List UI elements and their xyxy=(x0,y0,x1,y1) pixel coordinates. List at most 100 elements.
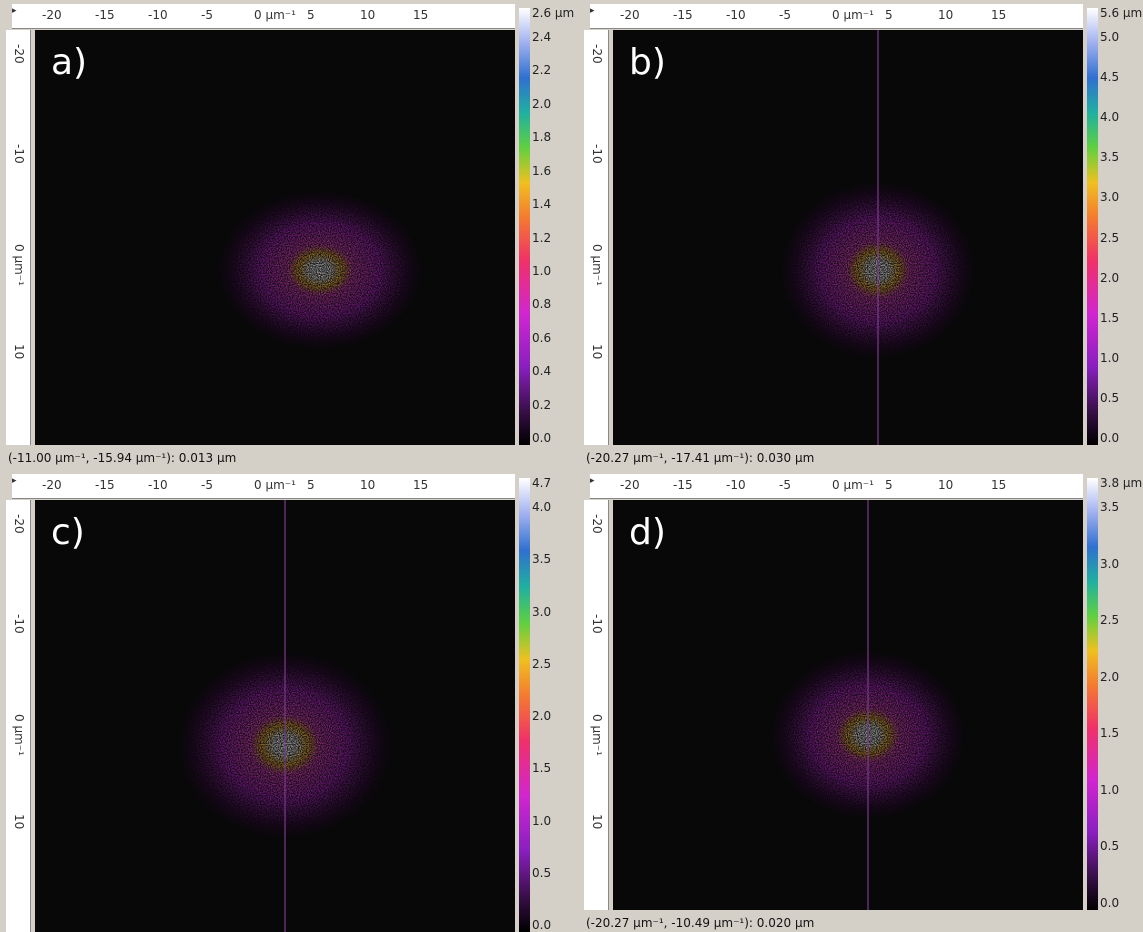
ruler-label: 0 µm⁻¹ xyxy=(12,714,26,756)
color-bar-label: 1.8 xyxy=(532,130,552,145)
color-bar xyxy=(519,8,530,445)
ruler-label: -10 xyxy=(726,8,746,22)
ruler-label: 0 µm⁻¹ xyxy=(590,714,604,756)
ruler-label: -10 xyxy=(12,144,26,164)
ruler-label: 10 xyxy=(12,344,26,360)
color-bar xyxy=(1087,478,1098,910)
ruler-top: ▸ -20 -15 -10 -5 0 µm⁻¹ 5 10 15 xyxy=(12,474,515,499)
ruler-label: -5 xyxy=(779,478,791,492)
color-bar-label: 5.0 xyxy=(1100,30,1120,44)
color-bar-label: 2.2 xyxy=(532,63,552,78)
color-bar-label: 3.5 xyxy=(1100,500,1120,514)
color-bar-label: 0.6 xyxy=(532,330,552,345)
ruler-label: 0 µm⁻¹ xyxy=(832,8,874,22)
color-bar-label: 4.0 xyxy=(532,500,552,514)
ruler-label: -10 xyxy=(590,144,604,164)
color-bar-label: 0.5 xyxy=(1100,390,1120,405)
panel: ▸ -20 -15 -10 -5 0 µm⁻¹ 5 10 15 -20 -10 0 µm⁻¹ 10 c) 4… xyxy=(0,470,575,932)
color-bar-label: 0.4 xyxy=(532,364,552,379)
fft-image xyxy=(763,500,973,910)
color-bar-label: 4.0 xyxy=(1100,110,1120,125)
ruler-label: -10 xyxy=(12,614,26,634)
ruler-label: -20 xyxy=(12,44,26,64)
panel: ▸ -20 -15 -10 -5 0 µm⁻¹ 5 10 15 -20 -10 0 µm⁻¹ 10 a) 2… xyxy=(0,0,575,467)
ruler-label: -5 xyxy=(201,478,213,492)
ruler-label: -5 xyxy=(779,8,791,22)
ruler-label: -10 xyxy=(148,8,168,22)
ruler-label: 5 xyxy=(885,8,893,22)
ruler-label: -10 xyxy=(148,478,168,492)
ruler-label: -15 xyxy=(95,478,115,492)
color-bar-label: 0.8 xyxy=(532,297,552,312)
ruler-label: 10 xyxy=(938,8,954,22)
color-bar-label: 3.5 xyxy=(532,552,552,567)
color-bar-label: 0.0 xyxy=(532,918,552,932)
color-bar-label: 3.0 xyxy=(1100,190,1120,205)
color-bar-label: 2.4 xyxy=(532,30,552,44)
color-bar-label: 1.6 xyxy=(532,163,552,178)
color-bar-label: 1.4 xyxy=(532,197,552,212)
panel-label: a) xyxy=(51,42,88,83)
ruler-top: ▸ -20 -15 -10 -5 0 µm⁻¹ 5 10 15 xyxy=(12,4,515,29)
ruler-label: 15 xyxy=(991,8,1007,22)
spectrum-blob xyxy=(210,185,430,355)
color-bar-label: 2.0 xyxy=(1100,270,1120,285)
color-bar-label: 3.0 xyxy=(532,604,552,619)
ruler-label: -10 xyxy=(726,478,746,492)
ruler-label: -20 xyxy=(590,44,604,64)
color-bar-label: 2.0 xyxy=(532,709,552,723)
ruler-label: -20 xyxy=(620,8,640,22)
image: b) xyxy=(613,30,1083,445)
status-bar: (-11.00 µm⁻¹, -15.94 µm⁻¹): 0.013 µm xyxy=(8,451,237,465)
color-bar-label: 2.5 xyxy=(1100,230,1120,245)
panel: ▸ -20 -15 -10 -5 0 µm⁻¹ 5 10 15 -20 -10 0 µm⁻¹ 10 d) 3… xyxy=(578,470,1143,932)
color-bar-label: 1.2 xyxy=(532,230,552,245)
ruler-label: 5 xyxy=(307,478,315,492)
ruler-label: 15 xyxy=(413,8,429,22)
color-bar-label: 1.5 xyxy=(532,761,552,776)
ruler-label: 5 xyxy=(885,478,893,492)
ruler-left: -20 -10 0 µm⁻¹ 10 xyxy=(6,500,31,932)
color-bar-label: 2.0 xyxy=(532,96,552,111)
ruler-label: 15 xyxy=(413,478,429,492)
color-bar-label: 0.2 xyxy=(532,397,552,412)
ruler-label: 5 xyxy=(307,8,315,22)
image: d) xyxy=(613,500,1083,910)
ruler-arrow: ▸ xyxy=(12,6,17,16)
fft-image xyxy=(170,500,400,932)
ruler-label: 10 xyxy=(938,478,954,492)
ruler-left: -20 -10 0 µm⁻¹ 10 xyxy=(6,30,31,445)
color-bar-label: 0.5 xyxy=(1100,839,1120,854)
ruler-label: -20 xyxy=(12,514,26,534)
color-bar-label: 1.0 xyxy=(1100,782,1120,797)
panel-label: d) xyxy=(629,512,666,553)
ruler-label: 10 xyxy=(12,814,26,830)
ruler-left: -20 -10 0 µm⁻¹ 10 xyxy=(584,30,609,445)
ruler-label: 0 µm⁻¹ xyxy=(590,244,604,286)
ruler-label: 10 xyxy=(360,8,376,22)
color-bar-label: 0.5 xyxy=(532,865,552,880)
color-bar-max: 2.6 µm xyxy=(532,6,575,20)
color-bar-label: 3.5 xyxy=(1100,150,1120,165)
ruler-label: 10 xyxy=(590,814,604,830)
image: c) xyxy=(35,500,515,932)
ruler-label: 10 xyxy=(590,344,604,360)
color-bar-max: 4.7 xyxy=(532,476,552,490)
fft-image xyxy=(773,30,983,445)
color-bar-label: 2.5 xyxy=(532,656,552,671)
ruler-label: 0 µm⁻¹ xyxy=(254,478,296,492)
image: a) xyxy=(35,30,515,445)
color-bar-label: 0.0 xyxy=(1100,896,1120,910)
ruler-label: 0 µm⁻¹ xyxy=(12,244,26,286)
ruler-arrow: ▸ xyxy=(12,476,17,486)
color-bar-label: 4.5 xyxy=(1100,70,1120,85)
fft-image xyxy=(210,185,430,355)
ruler-label: -20 xyxy=(42,478,62,492)
panel: ▸ -20 -15 -10 -5 0 µm⁻¹ 5 10 15 -20 -10 0 µm⁻¹ 10 b) 5… xyxy=(578,0,1143,467)
ruler-label: -10 xyxy=(590,614,604,634)
panel-label: c) xyxy=(51,512,85,553)
status-bar: (-20.27 µm⁻¹, -17.41 µm⁻¹): 0.030 µm xyxy=(586,451,815,465)
ruler-label: -15 xyxy=(673,8,693,22)
ruler-label: -5 xyxy=(201,8,213,22)
